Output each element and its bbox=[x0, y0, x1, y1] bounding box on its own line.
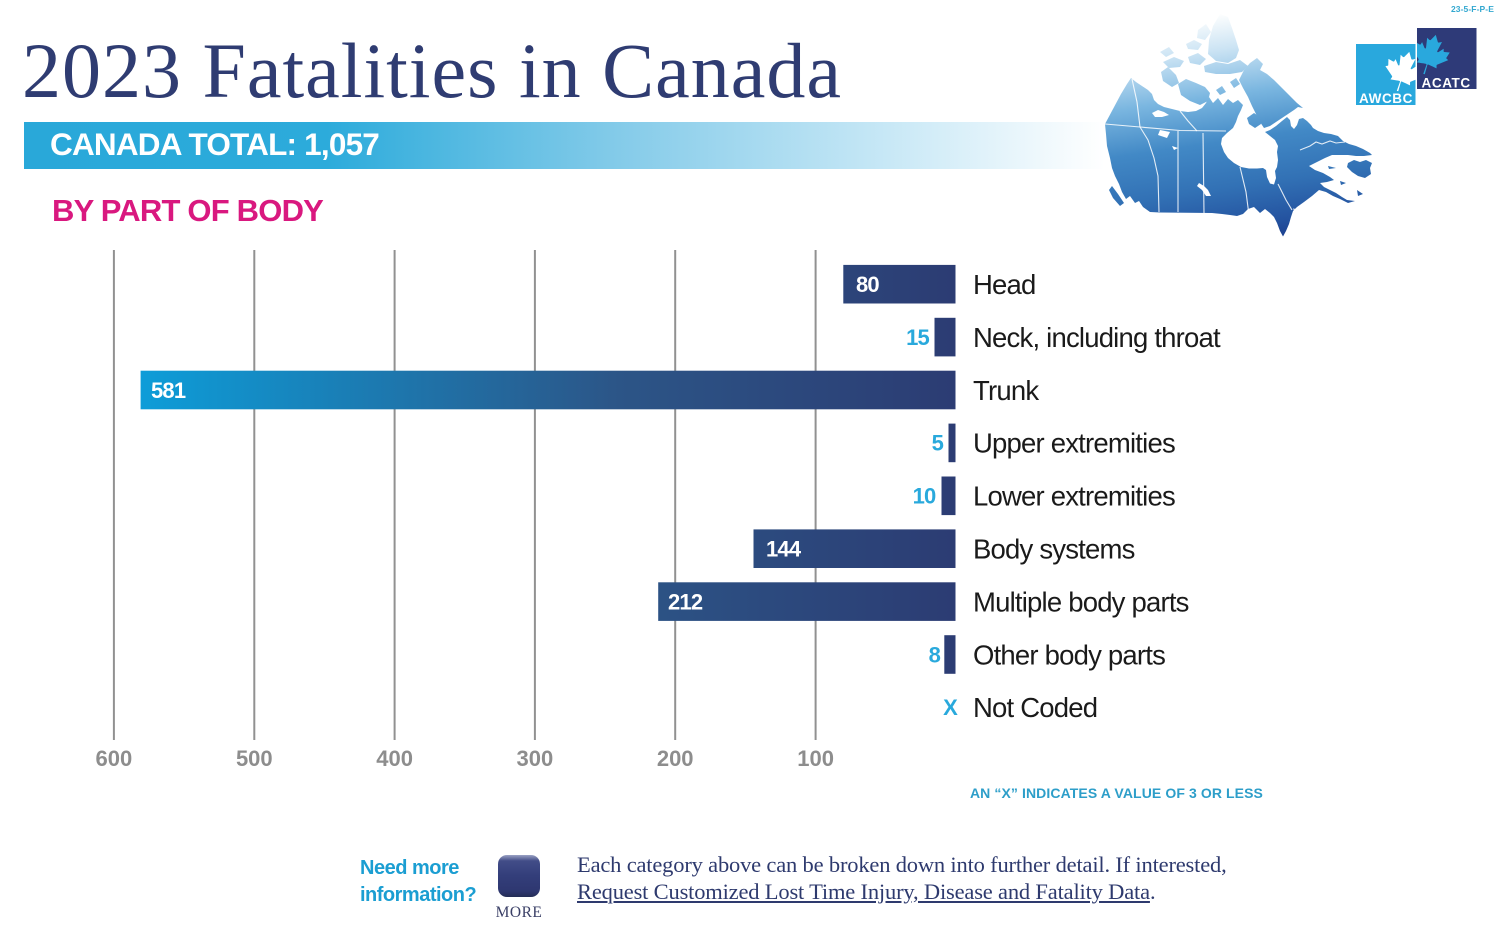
svg-text:ACATC: ACATC bbox=[1422, 76, 1471, 91]
svg-text:100: 100 bbox=[797, 746, 834, 771]
svg-text:144: 144 bbox=[766, 537, 802, 562]
svg-text:X: X bbox=[943, 695, 958, 720]
svg-text:212: 212 bbox=[668, 590, 703, 615]
svg-text:300: 300 bbox=[517, 746, 554, 771]
svg-text:581: 581 bbox=[151, 378, 186, 403]
svg-text:AWCBC: AWCBC bbox=[1359, 91, 1413, 106]
svg-text:5: 5 bbox=[932, 431, 944, 456]
svg-text:Lower extremities: Lower extremities bbox=[973, 481, 1175, 512]
svg-text:80: 80 bbox=[856, 272, 879, 297]
svg-text:Trunk: Trunk bbox=[973, 375, 1039, 406]
svg-text:Upper extremities: Upper extremities bbox=[973, 428, 1175, 459]
svg-text:Body systems: Body systems bbox=[973, 534, 1135, 565]
svg-text:10: 10 bbox=[913, 484, 936, 509]
svg-text:200: 200 bbox=[657, 746, 694, 771]
svg-text:Neck, including throat: Neck, including throat bbox=[973, 322, 1221, 353]
svg-text:500: 500 bbox=[236, 746, 273, 771]
svg-text:Multiple body parts: Multiple body parts bbox=[973, 586, 1189, 617]
svg-text:8: 8 bbox=[929, 642, 941, 667]
svg-text:Other body parts: Other body parts bbox=[973, 639, 1165, 670]
svg-text:15: 15 bbox=[906, 325, 929, 350]
svg-text:400: 400 bbox=[376, 746, 413, 771]
svg-text:Not Coded: Not Coded bbox=[973, 692, 1097, 723]
svg-text:Head: Head bbox=[973, 269, 1036, 300]
svg-text:600: 600 bbox=[96, 746, 133, 771]
